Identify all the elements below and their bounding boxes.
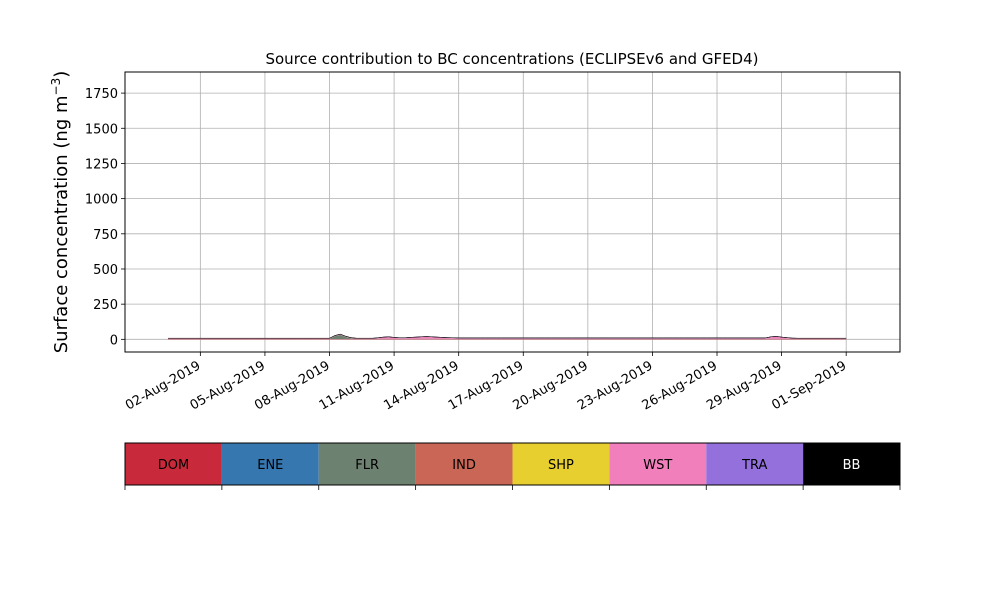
legend-swatch-dom bbox=[125, 443, 222, 485]
y-tick-label: 250 bbox=[93, 298, 118, 313]
legend-swatch-shp bbox=[512, 443, 610, 485]
legend-swatch-flr bbox=[318, 443, 416, 485]
legend-label-flr: FLR bbox=[355, 458, 379, 473]
legend-label-ene: ENE bbox=[257, 458, 283, 473]
area-series-flr bbox=[168, 334, 847, 340]
legend: DOM ENE FLR IND SHP WST TRA BB bbox=[124, 442, 901, 490]
y-tick-label: 1250 bbox=[85, 157, 118, 172]
y-tick-label: 0 bbox=[110, 333, 118, 348]
y-axis-label: Surface concentration (ng m−3) bbox=[49, 71, 72, 354]
legend-label-ind: IND bbox=[452, 458, 476, 473]
legend-label-shp: SHP bbox=[548, 458, 574, 473]
plot-frame bbox=[124, 71, 901, 353]
chart-title: Source contribution to BC concentrations… bbox=[265, 50, 758, 68]
legend-label-dom: DOM bbox=[158, 458, 189, 473]
legend-swatch-ene bbox=[221, 443, 319, 485]
legend-swatch-tra bbox=[706, 443, 804, 485]
legend-label-wst: WST bbox=[643, 458, 672, 473]
y-tick-label: 1000 bbox=[85, 193, 118, 208]
legend-label-tra: TRA bbox=[741, 458, 767, 473]
area-series-wst bbox=[168, 334, 847, 339]
y-tick-label: 500 bbox=[93, 263, 118, 278]
y-tick-label: 750 bbox=[93, 228, 118, 243]
legend-swatch-ind bbox=[415, 443, 513, 485]
plot-area: 0250500750100012501500175002-Aug-201905-… bbox=[85, 71, 901, 414]
legend-swatch-bb bbox=[803, 443, 900, 485]
y-tick-label: 1500 bbox=[85, 122, 118, 137]
area-series-bb bbox=[168, 333, 847, 339]
legend-label-bb: BB bbox=[843, 458, 861, 473]
y-tick-label: 1750 bbox=[85, 87, 118, 102]
legend-swatch-wst bbox=[609, 443, 707, 485]
